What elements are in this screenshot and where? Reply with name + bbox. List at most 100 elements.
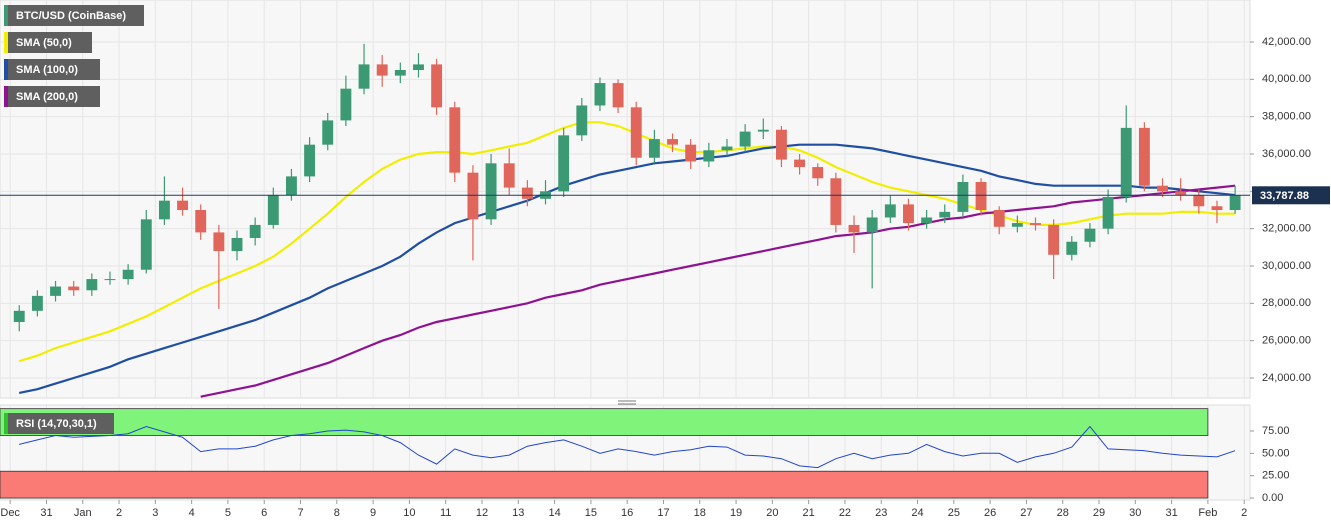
x-tick-label: 2 — [116, 507, 122, 519]
last-price-label: 33,787.88 — [1260, 190, 1309, 202]
candle-body — [1229, 195, 1241, 211]
y-tick-label: 36,000.00 — [1262, 148, 1311, 160]
candle-body — [249, 224, 261, 239]
x-tick-label: 22 — [839, 507, 851, 519]
candle-body — [757, 129, 769, 132]
x-tick-label: 6 — [261, 507, 267, 519]
candle-body — [630, 107, 642, 158]
candle-body — [812, 167, 824, 179]
candle-body — [957, 182, 969, 212]
legend-swatch — [4, 32, 8, 53]
candle-body — [231, 238, 243, 252]
candle-body — [975, 182, 987, 211]
candle-body — [1175, 191, 1187, 196]
candle-body — [394, 70, 406, 76]
candle-body — [884, 204, 896, 218]
y-tick-label: 24,000.00 — [1262, 372, 1311, 384]
last-price-box — [1252, 186, 1330, 205]
legend-label: BTC/USD (CoinBase) — [16, 10, 126, 22]
candle-body — [739, 131, 751, 147]
sma-line — [18, 143, 1236, 394]
legend-label: SMA (100,0) — [16, 64, 78, 76]
x-tick-label: 7 — [297, 507, 303, 519]
candle-body — [993, 210, 1005, 227]
rsi-band — [0, 470, 1209, 499]
y-tick-label: 32,000.00 — [1262, 223, 1311, 235]
candle-body — [775, 129, 787, 160]
x-tick-label: 8 — [334, 507, 340, 519]
candle-body — [1193, 195, 1205, 207]
x-tick-label: Jan — [74, 507, 92, 519]
candle-body — [558, 135, 570, 192]
candle-body — [50, 286, 61, 296]
x-tick-label: 30 — [1129, 507, 1141, 519]
candle-body — [721, 146, 733, 151]
candle-body — [376, 64, 388, 76]
candle-body — [594, 83, 606, 106]
legend-box — [4, 32, 92, 53]
y-tick-label: 26,000.00 — [1262, 335, 1311, 347]
candle-body — [794, 159, 806, 168]
legend-label: SMA (50,0) — [16, 37, 72, 49]
y-tick-label: 42,000.00 — [1262, 36, 1311, 48]
sma-line — [200, 184, 1236, 398]
x-tick-label: 19 — [730, 507, 742, 519]
x-tick-label: 25 — [948, 507, 960, 519]
candle-body — [1211, 206, 1223, 211]
candle-body — [177, 200, 189, 211]
x-tick-label: 26 — [984, 507, 996, 519]
x-tick-label: 21 — [803, 507, 815, 519]
x-tick-label: 5 — [225, 507, 231, 519]
main-panel — [0, 0, 1251, 399]
candle-body — [830, 178, 842, 225]
candle-body — [939, 211, 951, 218]
candle-body — [340, 88, 352, 121]
x-tick-label: 18 — [694, 507, 706, 519]
y-tick-label: 0.00 — [1262, 492, 1283, 504]
legend-swatch — [4, 59, 8, 80]
x-tick-label: Dec — [0, 507, 20, 519]
legend-swatch — [4, 413, 8, 434]
candle-body — [503, 163, 515, 188]
candle-body — [1102, 196, 1114, 229]
rsi-line — [19, 425, 1236, 469]
x-tick-label: 17 — [657, 507, 669, 519]
y-tick-label: 40,000.00 — [1262, 73, 1311, 85]
y-tick-label: 38,000.00 — [1262, 111, 1311, 123]
candle-body — [521, 187, 533, 199]
candle-body — [1011, 223, 1023, 227]
x-tick-label: 3 — [152, 507, 158, 519]
y-tick-label: 30,000.00 — [1262, 260, 1311, 272]
x-tick-label: 4 — [189, 507, 195, 519]
candle-body — [1157, 185, 1168, 192]
x-tick-label: 10 — [403, 507, 415, 519]
candle-body — [576, 105, 588, 136]
candle-body — [31, 295, 43, 311]
candle-body — [703, 150, 715, 162]
legend-box — [4, 5, 144, 26]
legend-box — [4, 413, 114, 434]
candle-body — [648, 139, 660, 158]
x-tick-label: 13 — [512, 507, 524, 519]
y-tick-label: 50.00 — [1262, 447, 1290, 459]
x-tick-label: 29 — [1093, 507, 1105, 519]
candle-body — [485, 163, 497, 220]
candle-body — [104, 279, 116, 281]
x-tick-label: 2 — [1241, 507, 1247, 519]
y-tick-label: 25.00 — [1262, 470, 1290, 482]
x-tick-label: 14 — [548, 507, 560, 519]
candle-body — [304, 144, 316, 177]
x-tick-label: 15 — [585, 507, 597, 519]
candle-body — [431, 64, 443, 108]
candle-body — [903, 204, 914, 224]
x-tick-label: 9 — [370, 507, 376, 519]
legend-label: RSI (14,70,30,1) — [16, 418, 97, 430]
candle-body — [13, 310, 25, 323]
x-tick-label: 27 — [1020, 507, 1032, 519]
candle-body — [1048, 224, 1060, 255]
candle-body — [413, 64, 424, 71]
x-tick-label: Feb — [1198, 507, 1217, 519]
candle-body — [685, 144, 697, 162]
legend-label: SMA (200,0) — [16, 91, 78, 103]
